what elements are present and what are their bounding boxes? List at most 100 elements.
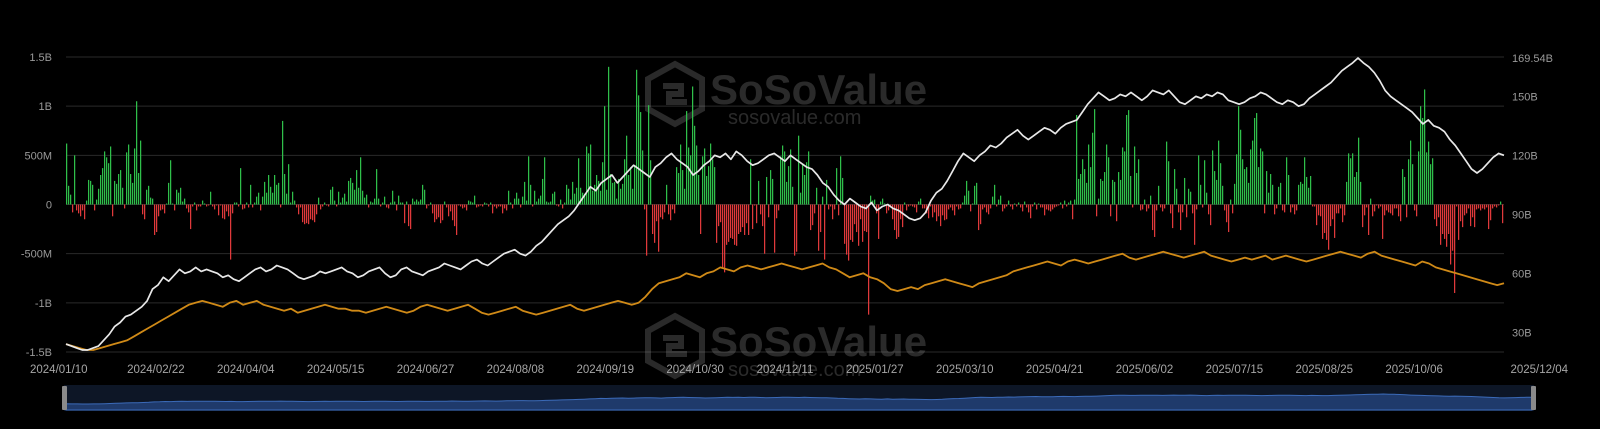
outflow-bar: [1338, 204, 1340, 214]
inflow-bar: [542, 178, 544, 205]
outflow-bar: [326, 204, 328, 206]
total-net-assets-line: [65, 57, 1505, 351]
outflow-bar: [742, 204, 744, 228]
inflow-bar: [1184, 177, 1186, 205]
inflow-bar: [318, 197, 320, 205]
outflow-bar: [1322, 204, 1324, 239]
outflow-bar: [1054, 204, 1056, 208]
inflow-bar: [628, 175, 630, 205]
inflow-bar: [1270, 174, 1272, 205]
outflow-bar: [1326, 204, 1328, 240]
inflow-bar: [918, 201, 920, 205]
outflow-bar: [1414, 204, 1416, 211]
inflow-bar: [614, 181, 616, 205]
inflow-bar: [680, 144, 682, 205]
outflow-bar: [206, 204, 208, 207]
inflow-bar: [356, 170, 358, 205]
outflow-bar: [658, 204, 660, 252]
outflow-bar: [896, 204, 898, 239]
x-axis-tick-label: 2025/01/27: [846, 364, 904, 376]
inflow-bar: [270, 186, 272, 205]
outflow-bar: [1274, 204, 1276, 215]
inflow-bar: [1188, 188, 1190, 205]
x-axis-tick-label: 2024/04/04: [217, 364, 275, 376]
inflow-bar: [1150, 195, 1152, 205]
daily-net-inflow-bars: [66, 66, 1504, 315]
inflow-bar: [152, 198, 154, 205]
outflow-bar: [748, 204, 750, 235]
outflow-bar: [1132, 204, 1134, 208]
outflow-bar: [320, 204, 322, 210]
outflow-bar: [1320, 204, 1322, 217]
inflow-bar: [616, 198, 618, 205]
outflow-bar: [124, 204, 126, 209]
outflow-bar: [1462, 204, 1464, 228]
outflow-bar: [1374, 204, 1376, 212]
inflow-bar: [292, 191, 294, 205]
outflow-bar: [734, 204, 736, 245]
range-navigator[interactable]: [62, 385, 1536, 411]
outflow-bar: [660, 204, 662, 218]
outflow-bar: [446, 204, 448, 208]
inflow-bar: [1168, 161, 1170, 205]
inflow-bar: [1070, 200, 1072, 205]
inflow-bar: [204, 203, 206, 205]
left-axis-ticks: 1.5B 1B 500M 0 -500M -1B -1.5B: [21, 52, 52, 359]
outflow-bar: [1336, 204, 1338, 214]
inflow-bar: [176, 189, 178, 205]
inflow-bar: [1216, 179, 1218, 205]
outflow-bar: [186, 204, 188, 209]
outflow-bar: [916, 204, 918, 213]
outflow-bar: [1480, 204, 1482, 211]
inflow-bar: [70, 194, 72, 205]
inflow-bar: [178, 192, 180, 205]
x-axis-tick-label: 2024/12/11: [757, 364, 814, 376]
navigator-right-handle[interactable]: [1531, 386, 1536, 410]
outflow-bar: [252, 204, 254, 208]
outflow-bar: [662, 204, 664, 220]
inflow-bar: [1260, 148, 1262, 205]
inflow-bar: [536, 201, 538, 205]
inflow-bar: [1212, 150, 1214, 205]
right-axis-tick-label: 120B: [1512, 150, 1538, 162]
inflow-bar: [1190, 191, 1192, 205]
outflow-bar: [322, 204, 324, 207]
inflow-bar: [966, 180, 968, 205]
navigator-left-handle[interactable]: [62, 386, 67, 410]
outflow-bar: [1492, 204, 1494, 209]
outflow-bar: [458, 204, 460, 206]
inflow-bar: [566, 184, 568, 205]
outflow-bar: [198, 204, 200, 207]
outflow-bar: [1284, 204, 1286, 213]
outflow-bar: [1388, 204, 1390, 213]
inflow-bar: [194, 202, 196, 205]
inflow-bar: [518, 198, 520, 205]
outflow-bar: [1314, 204, 1316, 207]
inflow-bar: [1268, 192, 1270, 205]
cumulative-inflow-line: [65, 250, 1505, 351]
outflow-bar: [886, 204, 888, 214]
outflow-bar: [1316, 204, 1318, 226]
inflow-bar: [1258, 167, 1260, 205]
outflow-bar: [948, 204, 950, 210]
outflow-bar: [296, 204, 298, 208]
outflow-bar: [1004, 204, 1006, 209]
inflow-bar: [1422, 117, 1424, 205]
outflow-bar: [380, 204, 382, 207]
outflow-bar: [828, 204, 830, 210]
x-axis-ticks: 2024/01/10 2024/02/22 2024/04/04 2024/05/15…: [30, 364, 1569, 376]
inflow-bar: [240, 168, 242, 205]
inflow-bar: [600, 190, 602, 205]
outflow-bar: [1494, 204, 1496, 207]
inflow-bar: [98, 188, 100, 205]
outflow-bar: [1340, 204, 1342, 209]
inflow-bar: [86, 200, 88, 205]
inflow-bar: [706, 175, 708, 205]
outflow-bar: [440, 204, 442, 224]
inflow-bar: [1100, 178, 1102, 205]
outflow-bar: [1030, 204, 1032, 219]
outflow-bar: [336, 204, 338, 207]
inflow-bar: [1262, 151, 1264, 205]
inflow-bar: [358, 187, 360, 205]
inflow-bar: [650, 160, 652, 205]
